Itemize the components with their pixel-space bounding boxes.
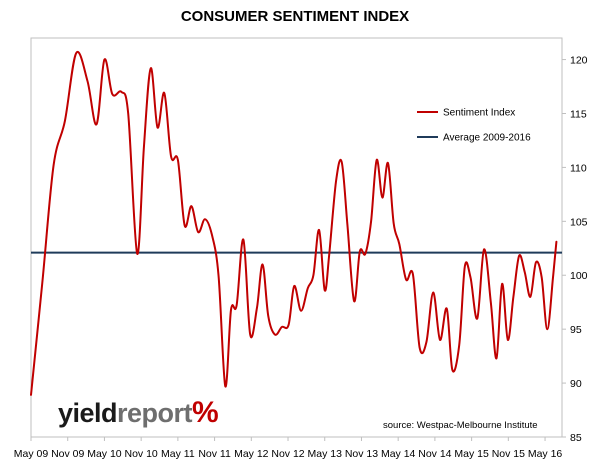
sentiment-index-line xyxy=(30,50,558,396)
chart-title: CONSUMER SENTIMENT INDEX xyxy=(180,8,410,25)
x-tick-label: Nov 09 xyxy=(51,448,84,460)
x-axis: May 09 Nov 09 May 10 Nov 10 May 11 Nov 11 May … xyxy=(14,437,563,460)
y-tick-label: 110 xyxy=(570,162,587,174)
y-tick-label: 105 xyxy=(570,216,588,228)
legend-label-sentiment: Sentiment Index xyxy=(443,108,515,119)
y-tick-label: 115 xyxy=(570,108,587,120)
x-tick-label: May 16 xyxy=(528,448,563,460)
y-tick-label: 95 xyxy=(570,324,582,336)
x-tick-label: May 12 xyxy=(234,448,269,460)
x-tick-label: May 11 xyxy=(161,448,195,460)
x-tick-label: Nov 14 xyxy=(418,448,451,460)
x-tick-label: May 15 xyxy=(454,448,489,460)
y-tick-label: 85 xyxy=(570,432,582,444)
legend-label-average: Average 2009-2016 xyxy=(443,133,531,144)
x-tick-label: May 13 xyxy=(308,448,343,460)
y-axis: 85 90 95 100 105 110 115 120 xyxy=(562,55,588,444)
source-note: source: Westpac-Melbourne Institute xyxy=(383,420,538,431)
legend: Sentiment Index Average 2009-2016 xyxy=(417,108,531,144)
x-tick-label: Nov 10 xyxy=(125,448,158,460)
x-tick-label: May 14 xyxy=(381,448,416,460)
x-tick-label: Nov 11 xyxy=(198,448,231,460)
y-tick-label: 100 xyxy=(570,270,588,282)
x-tick-label: Nov 13 xyxy=(345,448,378,460)
x-tick-label: Nov 15 xyxy=(492,448,525,460)
x-tick-label: May 09 xyxy=(14,448,49,460)
y-tick-label: 90 xyxy=(570,378,582,390)
yieldreport-logo: yieldreport% xyxy=(58,396,219,429)
y-tick-label: 120 xyxy=(570,55,588,67)
x-tick-label: Nov 12 xyxy=(271,448,304,460)
x-tick-label: May 10 xyxy=(87,448,122,460)
plot-frame xyxy=(30,37,563,438)
